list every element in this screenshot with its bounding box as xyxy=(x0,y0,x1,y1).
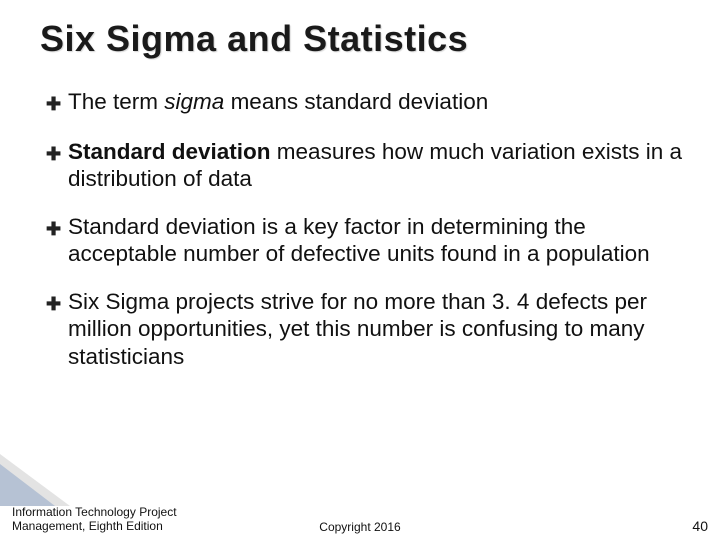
slide: Six Sigma and Statistics ✚ The term sigm… xyxy=(0,0,720,540)
bullet-text-post: means standard deviation xyxy=(224,89,488,114)
bullet-marker-icon: ✚ xyxy=(46,88,68,118)
bullet-item: ✚ Standard deviation measures how much v… xyxy=(46,138,690,193)
footer-left-line1: Information Technology Project xyxy=(12,505,177,519)
bullet-marker-icon: ✚ xyxy=(46,213,68,243)
slide-title: Six Sigma and Statistics xyxy=(40,18,690,60)
bullet-text-bold: Standard deviation xyxy=(68,139,271,164)
bullet-text: Standard deviation measures how much var… xyxy=(68,138,690,193)
bullet-marker-icon: ✚ xyxy=(46,288,68,318)
bullet-text: The term sigma means standard deviation xyxy=(68,88,690,115)
bullet-text-pre: The term xyxy=(68,89,164,114)
bullet-item: ✚ The term sigma means standard deviatio… xyxy=(46,88,690,118)
slide-body: ✚ The term sigma means standard deviatio… xyxy=(46,88,690,390)
slide-number: 40 xyxy=(692,518,708,534)
bullet-text: Standard deviation is a key factor in de… xyxy=(68,213,690,268)
bullet-text-em: sigma xyxy=(164,89,224,114)
bullet-item: ✚ Six Sigma projects strive for no more … xyxy=(46,288,690,370)
bullet-marker-icon: ✚ xyxy=(46,138,68,168)
corner-accent-icon xyxy=(0,454,70,506)
footer-center: Copyright 2016 xyxy=(0,520,720,534)
bullet-text: Six Sigma projects strive for no more th… xyxy=(68,288,690,370)
bullet-item: ✚ Standard deviation is a key factor in … xyxy=(46,213,690,268)
